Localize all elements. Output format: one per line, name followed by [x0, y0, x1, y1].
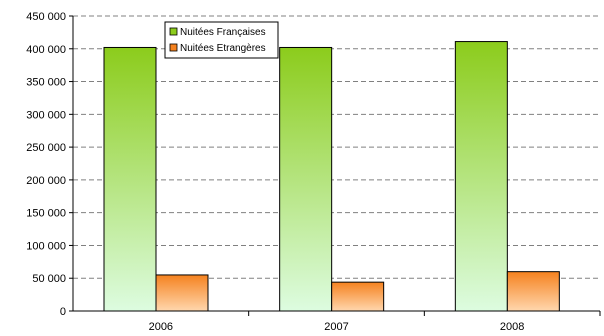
tick-labels: 0 50 000 100 000 150 000 200 000 250 000 300 0… — [26, 11, 524, 333]
y-tick-label: 250 000 — [26, 142, 66, 154]
legend-label-francaises: Nuitées Françaises — [180, 27, 266, 38]
y-tick-label: 50 000 — [32, 273, 66, 285]
legend-box — [164, 21, 279, 59]
legend-swatch-francaises — [169, 27, 178, 36]
y-tick-label: 350 000 — [26, 77, 66, 89]
x-tick-label: 2006 — [149, 321, 173, 333]
legend: Nuitées Françaises Nuitées Etrangères — [164, 21, 279, 59]
y-tick-label: 200 000 — [26, 175, 66, 187]
bar-francaises-2007 — [279, 46, 333, 312]
x-tick-label: 2008 — [500, 321, 524, 333]
bar-francaises-2008 — [454, 41, 508, 312]
y-tick-label: 450 000 — [26, 11, 66, 23]
axes — [69, 15, 601, 316]
y-tick-label: 400 000 — [26, 44, 66, 56]
y-tick-label: 0 — [60, 306, 66, 318]
y-tick-label: 100 000 — [26, 240, 66, 252]
legend-label-etrangeres: Nuitées Etrangères — [180, 43, 266, 54]
x-tick-label: 2007 — [324, 321, 348, 333]
bar-francaises-2006 — [103, 46, 157, 312]
bars — [103, 41, 560, 312]
bar-etrangeres-2008 — [506, 271, 560, 312]
legend-swatch-etrangeres — [169, 43, 178, 52]
y-tick-label: 300 000 — [26, 109, 66, 121]
bar-etrangeres-2006 — [155, 274, 209, 312]
y-tick-label: 150 000 — [26, 208, 66, 220]
bar-etrangeres-2007 — [331, 281, 385, 312]
